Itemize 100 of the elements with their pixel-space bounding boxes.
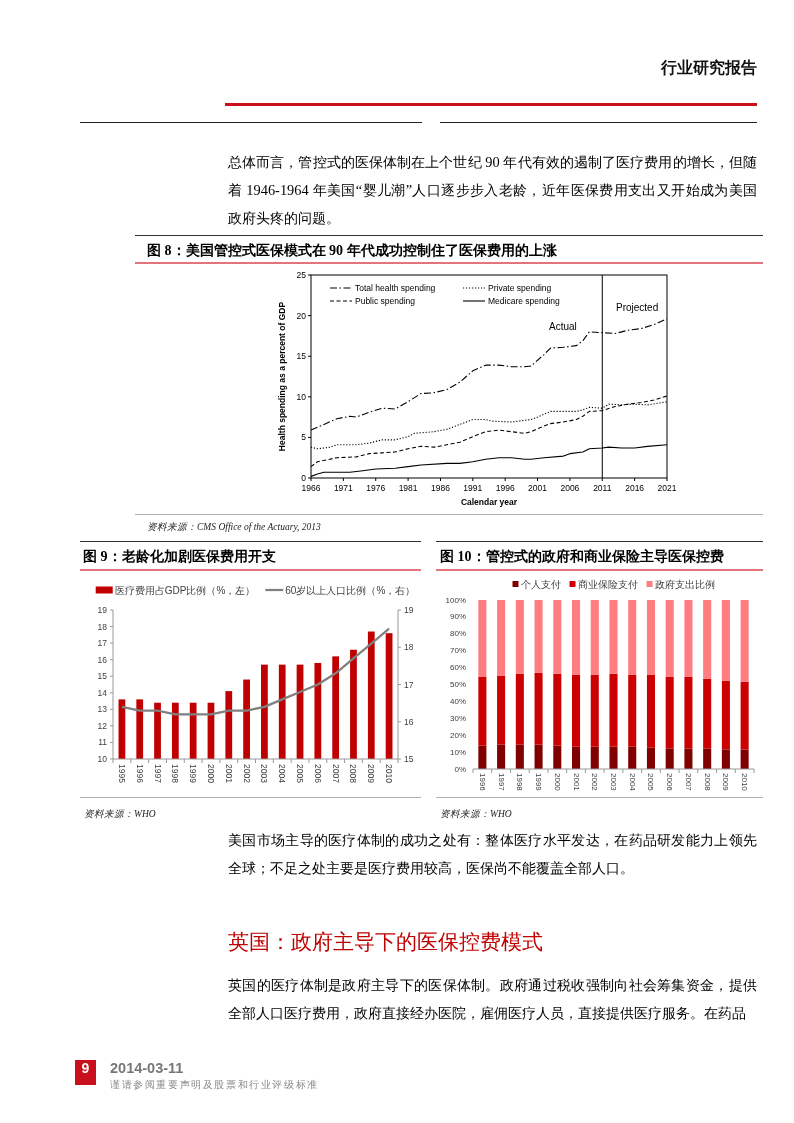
y-tick-label: 70% bbox=[449, 646, 466, 656]
text: 谨请参阅重要声明及股票和行业评级标准 bbox=[110, 1078, 319, 1092]
x-tick-label: 2009 bbox=[721, 773, 731, 792]
x-tick-label: 2010 bbox=[384, 764, 395, 784]
text: 总体而言，管控式的医保体制在上个世纪 90 年代有效的遏制了医疗费用的增长，但随着 1946-1964 年美国“婴儿潮”人口逐步步入老龄，近年医保费用支出又开始成为美国政府头疼的问题。 bbox=[228, 153, 757, 228]
y-tick-label: 11 bbox=[98, 737, 108, 748]
y-tick-label: 90% bbox=[449, 612, 466, 622]
y-tick-label: 40% bbox=[449, 696, 466, 706]
x-tick-label: 1996 bbox=[477, 773, 487, 792]
legend-label: Total health spending bbox=[355, 283, 436, 293]
y-tick-label: 15 bbox=[97, 671, 108, 682]
text: 美国市场主导的医疗体制的成功之处有：整体医疗水平发达，在药品研发能力上领先全球；不足之处主要是医疗费用较高，医保尚不能覆盖全部人口。 bbox=[228, 831, 757, 878]
text: 英国：政府主导下的医保控费模式 bbox=[228, 929, 543, 956]
y-axis-title: Health spending as a percent of GDP bbox=[277, 301, 287, 452]
x-tick-label: 2006 bbox=[312, 764, 323, 784]
text: 行业研究报告 bbox=[660, 58, 757, 78]
chart-title: 图 8：美国管控式医保模式在 90 年代成功控制住了医保费用的上涨 bbox=[147, 242, 558, 258]
x-tick-label: 2006 bbox=[665, 773, 675, 792]
legend-label: Medicare spending bbox=[488, 296, 561, 306]
y2-tick-label: 16 bbox=[404, 716, 414, 727]
x-tick-label: 1995 bbox=[116, 764, 127, 784]
x-tick-label: 2000 bbox=[205, 764, 216, 784]
y2-tick-label: 15 bbox=[404, 754, 414, 764]
legend-label: Private spending bbox=[488, 283, 552, 293]
x-tick-label: 2001 bbox=[223, 764, 234, 784]
x-tick-label: 1997 bbox=[496, 773, 506, 792]
x-tick-label: 1998 bbox=[515, 773, 525, 792]
x-tick-label: 2007 bbox=[683, 773, 693, 792]
x-tick-label: 2016 bbox=[625, 483, 645, 493]
x-tick-label: 2001 bbox=[571, 773, 581, 792]
text: 英国的医疗体制是政府主导下的医保体制。政府通过税收强制向社会筹集资金，提供全部人口医疗费用，政府直接经办医院，雇佣医疗人员，直接提供医疗服务。在药品 bbox=[228, 976, 757, 1023]
x-tick-label: 1986 bbox=[430, 483, 451, 493]
legend-label: Public spending bbox=[355, 296, 416, 306]
x-tick-label: 2009 bbox=[366, 764, 377, 784]
y-tick-label: 19 bbox=[97, 605, 108, 615]
x-tick-label: 1971 bbox=[333, 483, 354, 493]
x-tick-label: 1996 bbox=[495, 483, 515, 493]
x-tick-label: 1997 bbox=[152, 764, 163, 784]
x-tick-label: 2000 bbox=[552, 773, 562, 792]
x-tick-label: 1999 bbox=[534, 773, 544, 792]
x-tick-label: 2003 bbox=[609, 773, 618, 792]
x-tick-label: 2004 bbox=[277, 764, 288, 784]
legend-label: 个人支付 bbox=[520, 578, 561, 590]
annotation: Actual bbox=[549, 321, 577, 332]
x-tick-label: 1981 bbox=[398, 483, 418, 493]
x-tick-label: 2002 bbox=[590, 773, 600, 792]
text: 资料来源：WHO bbox=[440, 808, 512, 821]
text: 资料来源：CMS Office of the Actuary, 2013 bbox=[147, 521, 321, 534]
x-tick-label: 2008 bbox=[348, 764, 359, 784]
text: 2014-03-11 bbox=[110, 1060, 184, 1076]
x-tick-label: 2008 bbox=[702, 773, 712, 792]
legend-label: 商业保险支付 bbox=[577, 578, 638, 590]
y-tick-label: 5 bbox=[301, 432, 307, 443]
text: 9 bbox=[75, 1060, 96, 1085]
y-tick-label: 100% bbox=[445, 595, 466, 605]
y-tick-label: 10% bbox=[449, 747, 466, 757]
y-tick-label: 12 bbox=[97, 720, 108, 731]
x-tick-label: 1998 bbox=[170, 764, 181, 784]
text: 资料来源：WHO bbox=[84, 808, 156, 821]
x-tick-label: 2004 bbox=[627, 773, 637, 792]
y-tick-label: 60% bbox=[449, 663, 466, 673]
chart-title: 图 9：老龄化加剧医保费用开支 bbox=[83, 549, 276, 564]
x-tick-label: 1976 bbox=[366, 483, 386, 493]
x-tick-label: 2003 bbox=[259, 764, 270, 784]
x-tick-label: 1999 bbox=[188, 764, 199, 784]
x-tick-label: 1991 bbox=[463, 483, 483, 493]
y-tick-label: 18 bbox=[97, 621, 108, 632]
legend-label: 政府支出比例 bbox=[654, 578, 715, 590]
chart-title: 图 10：管控式的政府和商业保险主导医保控费 bbox=[440, 548, 724, 564]
y-tick-label: 10 bbox=[97, 754, 108, 764]
x-tick-label: 2005 bbox=[295, 764, 306, 784]
y2-tick-label: 17 bbox=[404, 679, 414, 690]
x-tick-label: 2002 bbox=[241, 764, 252, 784]
x-tick-label: 1966 bbox=[301, 483, 321, 493]
y2-tick-label: 18 bbox=[404, 642, 414, 653]
x-tick-label: 2006 bbox=[560, 483, 580, 493]
y-tick-label: 0 bbox=[301, 473, 307, 483]
y-tick-label: 25 bbox=[296, 270, 307, 280]
y-tick-label: 20 bbox=[296, 310, 307, 321]
x-tick-label: 1996 bbox=[134, 764, 145, 784]
y-tick-label: 15 bbox=[296, 351, 307, 362]
y-tick-label: 10 bbox=[296, 391, 307, 402]
x-tick-label: 2005 bbox=[646, 773, 656, 792]
legend-label: 医疗费用占GDP比例（%，左） bbox=[114, 584, 256, 596]
y-tick-label: 17 bbox=[97, 638, 108, 649]
annotation: Projected bbox=[616, 302, 659, 313]
y-tick-label: 13 bbox=[97, 704, 108, 715]
x-axis-title: Calendar year bbox=[460, 497, 518, 507]
y-tick-label: 16 bbox=[97, 654, 108, 665]
y-tick-label: 20% bbox=[449, 730, 466, 740]
y-tick-label: 0% bbox=[454, 764, 466, 774]
y2-tick-label: 19 bbox=[404, 605, 414, 615]
y-tick-label: 50% bbox=[449, 680, 466, 689]
legend-label: 60岁以上人口比例（%，右） bbox=[285, 584, 416, 596]
x-tick-label: 2001 bbox=[528, 483, 548, 493]
x-tick-label: 2011 bbox=[593, 483, 612, 493]
y-tick-label: 30% bbox=[449, 713, 466, 723]
x-tick-label: 2007 bbox=[330, 764, 341, 784]
x-tick-label: 2021 bbox=[657, 483, 677, 493]
y-tick-label: 14 bbox=[97, 687, 108, 698]
